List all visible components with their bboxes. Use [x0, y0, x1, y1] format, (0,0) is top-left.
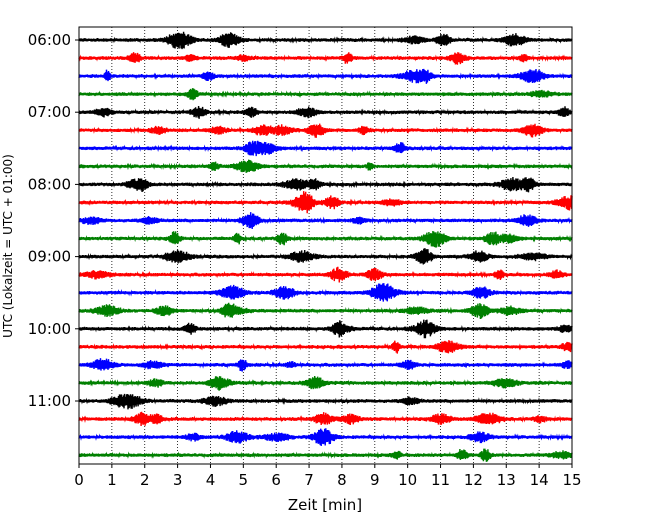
- x-tick-label: 8: [337, 471, 347, 489]
- trace-0700: [78, 106, 573, 119]
- y-tick-label: 08:00: [28, 175, 71, 193]
- trace-0945: [78, 302, 573, 320]
- x-tick-label: 3: [173, 471, 183, 489]
- trace-0630: [78, 68, 573, 84]
- trace-1045: [78, 376, 573, 391]
- trace-0745: [78, 159, 573, 173]
- y-tick-label: 10:00: [28, 320, 71, 338]
- x-tick-label: 4: [206, 471, 216, 489]
- trace-0830: [78, 212, 573, 229]
- x-tick-label: 13: [497, 471, 516, 489]
- trace-0730: [78, 140, 573, 157]
- trace-0800: [78, 177, 573, 193]
- trace-0900: [78, 248, 573, 265]
- x-tick-label: 6: [271, 471, 281, 489]
- y-axis-label: UTC (Lokalzeit = UTC + 01:00): [1, 154, 15, 338]
- x-tick-label: 10: [398, 471, 417, 489]
- x-tick-label: 2: [140, 471, 150, 489]
- trace-0815: [78, 191, 573, 214]
- x-tick-label: 7: [304, 471, 314, 489]
- grid: [111, 27, 540, 464]
- trace-1130: [78, 428, 573, 446]
- trace-0645: [78, 88, 573, 101]
- x-tick-label: 14: [530, 471, 549, 489]
- x-tick-label: 9: [370, 471, 380, 489]
- trace-1115: [78, 411, 573, 427]
- x-tick-label: 1: [107, 471, 117, 489]
- y-tick-label: 11:00: [28, 392, 71, 410]
- x-tick-label: 15: [562, 471, 581, 489]
- trace-1100: [78, 393, 573, 410]
- trace-0600: [78, 31, 573, 50]
- trace-0615: [78, 52, 573, 65]
- x-axis-ticks: 0 1 2 3 4 5 6 7 8 9 10 11 12 13 14 15: [74, 464, 582, 489]
- trace-0915: [78, 266, 573, 283]
- trace-1015: [78, 340, 573, 354]
- x-tick-label: 0: [74, 471, 84, 489]
- x-tick-label: 5: [239, 471, 249, 489]
- x-axis-label: Zeit [min]: [288, 496, 362, 514]
- x-tick-label: 11: [431, 471, 450, 489]
- trace-1000: [78, 319, 573, 339]
- y-tick-label: 06:00: [28, 31, 71, 49]
- x-tick-label: 12: [464, 471, 483, 489]
- y-tick-label: 07:00: [28, 103, 71, 121]
- y-axis-ticks: 06:00 07:00 08:00 09:00 10:00 11:00: [28, 31, 79, 410]
- y-tick-label: 09:00: [28, 248, 71, 266]
- trace-1030: [78, 358, 573, 372]
- plot-frame: [78, 26, 573, 465]
- trace-0845: [78, 230, 573, 248]
- trace-0715: [78, 123, 573, 138]
- traces: [78, 31, 573, 462]
- trace-1145: [78, 448, 573, 462]
- trace-0930: [78, 283, 573, 302]
- plot-area: [79, 27, 572, 464]
